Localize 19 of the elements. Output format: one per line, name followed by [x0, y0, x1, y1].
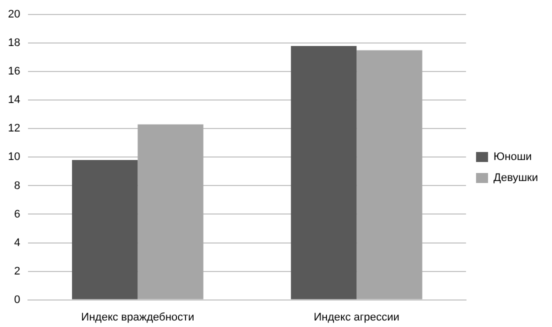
y-tick-label: 12 — [8, 122, 20, 135]
y-tick-label: 20 — [8, 8, 20, 21]
x-tick-label: Индекс агрессии — [314, 311, 400, 324]
y-tick-label: 2 — [14, 265, 20, 278]
y-tick-label: 16 — [8, 66, 20, 78]
bar — [72, 160, 138, 300]
legend-label: Юноши — [494, 151, 532, 164]
y-tick-label: 8 — [14, 180, 20, 192]
y-tick-label: 4 — [14, 236, 20, 249]
bar — [356, 50, 422, 300]
x-tick-label: Индекс враждебности — [81, 311, 194, 324]
y-tick-label: 0 — [14, 294, 20, 306]
y-tick-label: 14 — [8, 94, 20, 106]
y-tick-label: 6 — [14, 208, 20, 220]
bar — [138, 124, 204, 300]
legend-label: Девушки — [494, 172, 538, 184]
bar — [290, 46, 357, 300]
y-tick-label: 18 — [8, 37, 20, 50]
y-tick-label: 10 — [8, 151, 20, 164]
